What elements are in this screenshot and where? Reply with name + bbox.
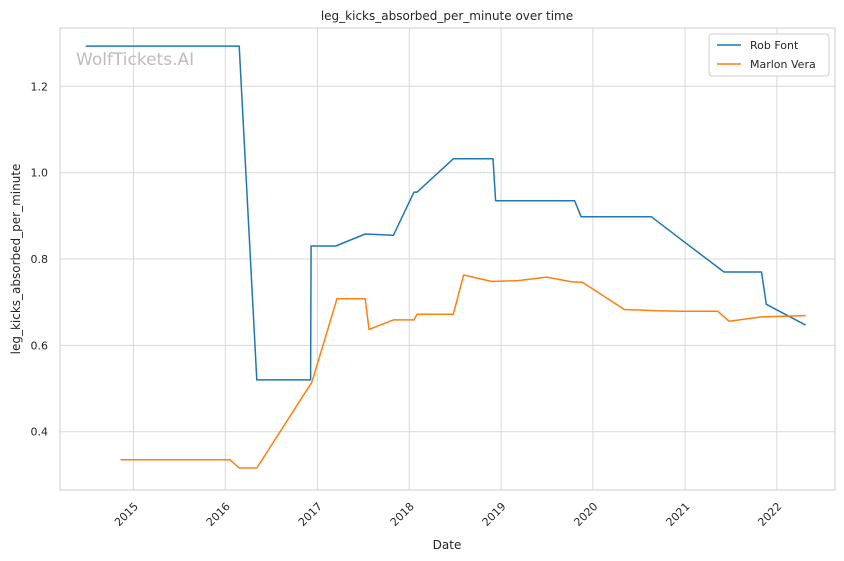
legend: Rob Font Marlon Vera <box>708 33 830 77</box>
x-axis-label: Date <box>433 538 462 552</box>
y-axis-label: leg_kicks_absorbed_per_minute <box>9 164 23 355</box>
chart-title: leg_kicks_absorbed_per_minute over time <box>321 9 573 23</box>
y-tick-label-1-2: 1.2 <box>31 80 49 93</box>
legend-label-rob-font: Rob Font <box>750 39 799 52</box>
series-line-marlon-vera <box>120 274 806 469</box>
y-tick-label-0-8: 0.8 <box>31 253 49 266</box>
y-tick-label-1-0: 1.0 <box>31 167 49 180</box>
y-axis-ticks: 0.4 0.6 0.8 1.0 1.2 <box>31 80 49 438</box>
y-tick-label-0-6: 0.6 <box>31 339 49 352</box>
series-line-rob-font <box>85 45 806 381</box>
series-lines <box>85 45 806 469</box>
watermark: WolfTickets.AI <box>76 50 194 70</box>
y-tick-label-0-4: 0.4 <box>31 426 49 439</box>
grid-lines <box>60 28 835 490</box>
legend-label-marlon-vera: Marlon Vera <box>750 58 816 71</box>
plot-frame <box>59 27 836 491</box>
